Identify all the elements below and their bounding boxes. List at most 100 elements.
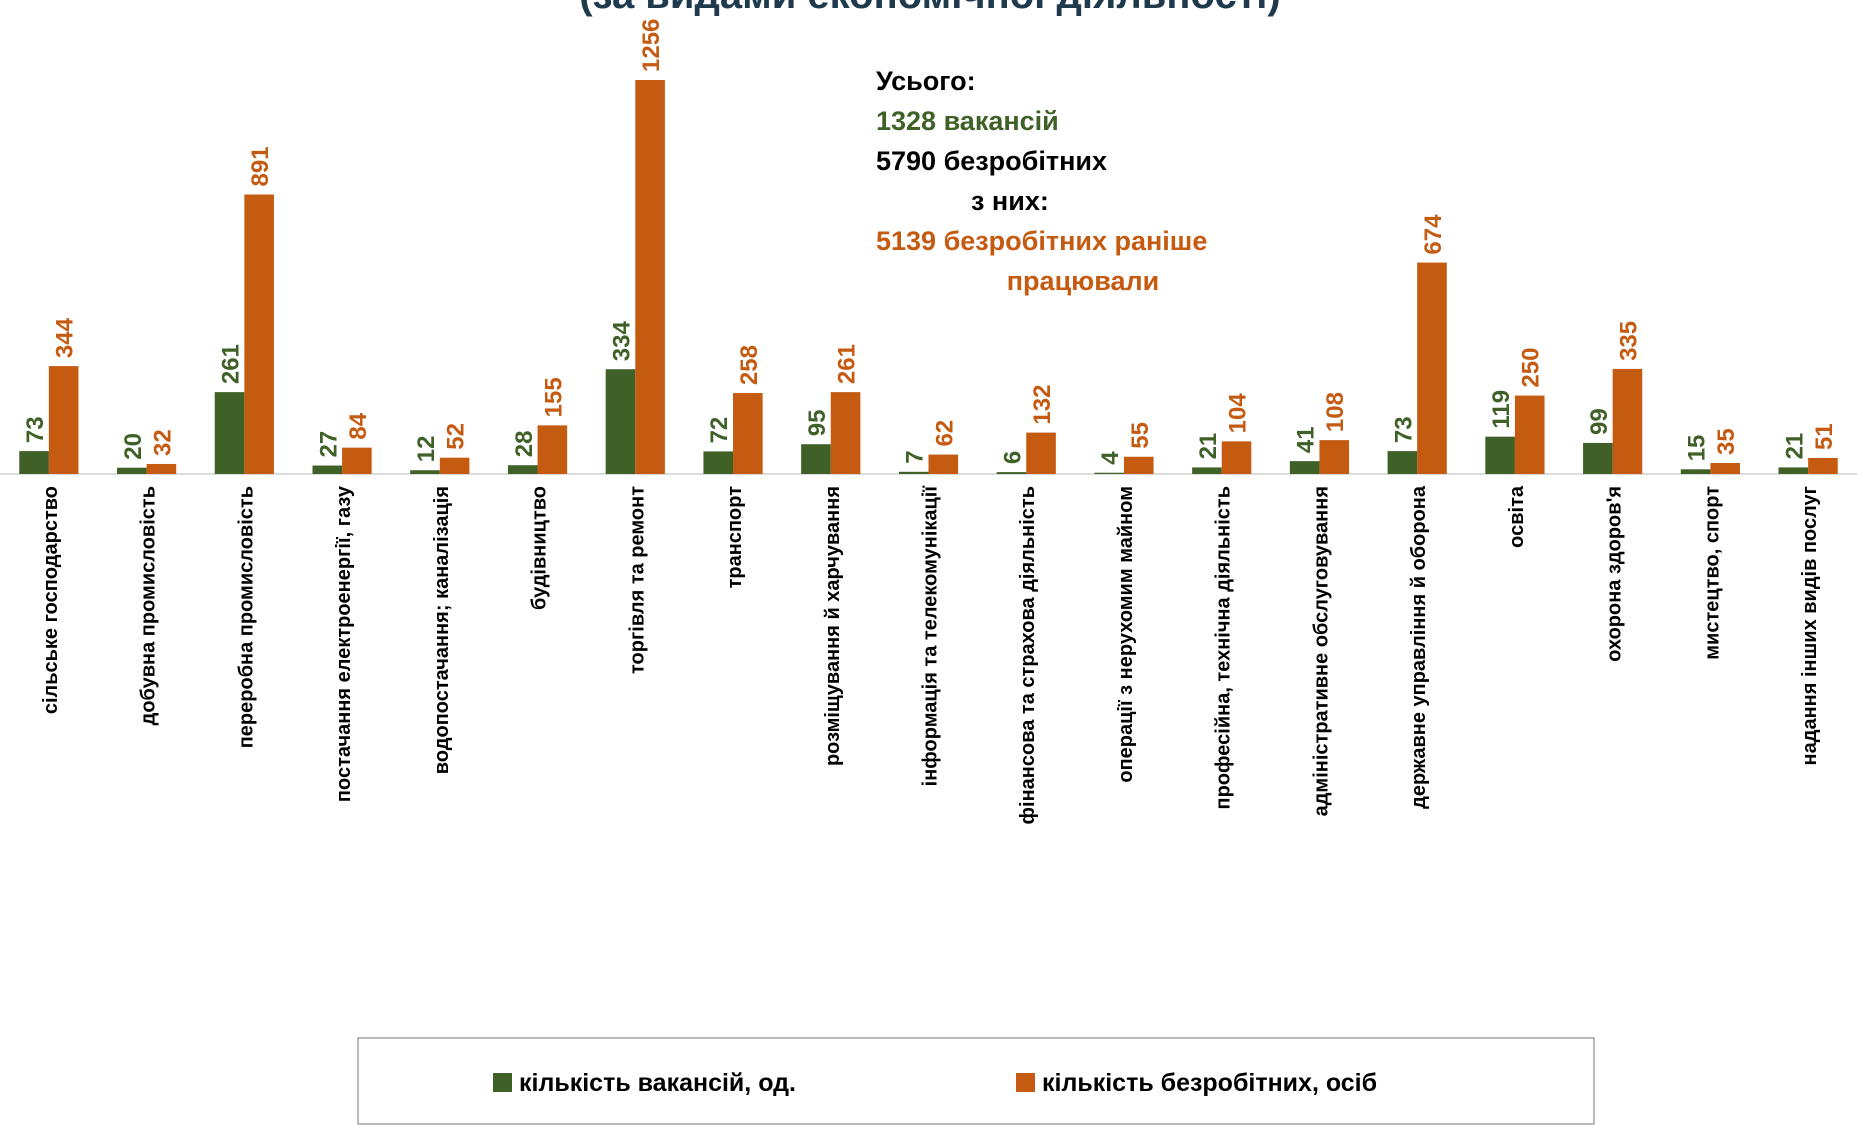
bar xyxy=(214,392,245,474)
x-tick-label: торгівля та ремонт xyxy=(626,486,648,674)
chart-title: (за видами економічної діяльності) xyxy=(579,0,1280,17)
bar xyxy=(1778,467,1809,474)
value-label: 261 xyxy=(834,344,861,384)
value-label: 132 xyxy=(1029,385,1056,425)
x-tick-label: мистецтво, спорт xyxy=(1701,486,1723,660)
bar xyxy=(1123,456,1154,474)
bar xyxy=(117,467,147,474)
value-label: 891 xyxy=(247,146,274,186)
bar xyxy=(1485,436,1515,474)
value-label: 108 xyxy=(1322,392,1349,432)
value-label: 6 xyxy=(999,451,1026,464)
x-tick-label: розміщування й харчування xyxy=(822,486,844,766)
x-tick-label: транспорт xyxy=(724,486,746,589)
bar xyxy=(635,80,665,474)
value-label: 95 xyxy=(804,409,831,436)
value-label: 1256 xyxy=(638,19,665,72)
value-label: 21 xyxy=(1781,433,1808,460)
annotation: 1328 вакансій xyxy=(876,106,1059,136)
bar xyxy=(244,194,274,474)
bar xyxy=(1026,432,1056,474)
value-label: 15 xyxy=(1684,435,1711,462)
x-tick-label: інформація та телекомунікації xyxy=(920,486,942,787)
bar xyxy=(733,393,763,474)
bar xyxy=(1680,469,1711,474)
value-label: 21 xyxy=(1195,433,1222,460)
annotation: Усього: xyxy=(876,66,976,96)
legend-swatch xyxy=(1016,1073,1035,1092)
legend-box xyxy=(357,1037,1595,1125)
bar xyxy=(1094,472,1124,474)
x-tick-label: охорона здоров'я xyxy=(1604,486,1626,662)
x-tick-label: адміністративне обслуговування xyxy=(1310,486,1332,816)
bar xyxy=(1612,368,1643,474)
bar xyxy=(1192,467,1222,474)
legend-swatch xyxy=(493,1073,512,1092)
bar xyxy=(537,425,568,474)
x-tick-label: операції з нерухомим майном xyxy=(1115,486,1137,783)
bar xyxy=(1417,262,1447,474)
value-label: 258 xyxy=(736,345,763,385)
value-label: 335 xyxy=(1615,321,1642,361)
value-label: 4 xyxy=(1097,451,1124,465)
x-tick-label: державне управління й оборона xyxy=(1408,485,1430,809)
annotation: 5139 безробітних раніше xyxy=(876,226,1207,256)
bar xyxy=(1583,442,1613,474)
x-tick-label: надання інших видів послуг xyxy=(1799,486,1821,765)
legend-label: кількість безробітних, осіб xyxy=(1042,1069,1377,1097)
value-label: 119 xyxy=(1488,390,1515,429)
bar xyxy=(1319,440,1350,474)
value-label: 250 xyxy=(1518,348,1545,388)
bar xyxy=(1808,458,1838,474)
x-tick-label: освіта xyxy=(1506,485,1528,548)
value-label: 344 xyxy=(52,317,79,358)
bar xyxy=(312,465,343,474)
x-tick-label: будівництво xyxy=(529,486,551,610)
annotation: 5790 безробітних xyxy=(876,146,1107,176)
bar xyxy=(928,454,959,474)
bar xyxy=(898,471,929,474)
value-label: 73 xyxy=(22,416,49,443)
bar xyxy=(146,463,177,474)
value-label: 20 xyxy=(120,433,147,460)
bar xyxy=(439,457,470,474)
value-label: 674 xyxy=(1420,214,1447,255)
value-label: 32 xyxy=(149,429,176,456)
bar xyxy=(342,447,372,474)
bar xyxy=(507,465,538,474)
value-label: 334 xyxy=(608,321,635,362)
bar xyxy=(1221,441,1252,474)
x-tick-label: переробна промисловість xyxy=(235,486,257,748)
value-label: 27 xyxy=(315,431,342,458)
value-label: 73 xyxy=(1390,416,1417,443)
x-tick-label: добувна промисловість xyxy=(138,486,160,725)
bar xyxy=(48,366,79,474)
value-label: 7 xyxy=(902,450,929,463)
bar xyxy=(801,444,831,474)
bar xyxy=(605,369,636,474)
bar xyxy=(703,451,734,474)
value-label: 12 xyxy=(413,436,440,463)
bar xyxy=(410,470,440,474)
bar xyxy=(1710,463,1740,474)
bar xyxy=(1387,451,1418,474)
value-label: 99 xyxy=(1586,408,1613,435)
x-tick-label: сільське господарство xyxy=(40,486,62,714)
bar xyxy=(996,472,1027,474)
bar xyxy=(1289,461,1320,474)
value-label: 41 xyxy=(1293,426,1320,453)
value-label: 35 xyxy=(1713,428,1740,455)
value-label: 55 xyxy=(1127,422,1154,449)
value-label: 28 xyxy=(511,431,538,458)
bar xyxy=(830,392,861,474)
x-tick-label: професійна, технічна діяльність xyxy=(1213,486,1235,809)
legend-label: кількість вакансій, од. xyxy=(519,1069,796,1097)
value-label: 51 xyxy=(1811,423,1838,450)
value-label: 84 xyxy=(345,412,372,439)
bar xyxy=(1514,395,1545,474)
annotation: працювали xyxy=(1007,266,1159,296)
value-label: 72 xyxy=(706,417,733,444)
bar xyxy=(19,451,49,474)
value-label: 155 xyxy=(540,377,567,417)
